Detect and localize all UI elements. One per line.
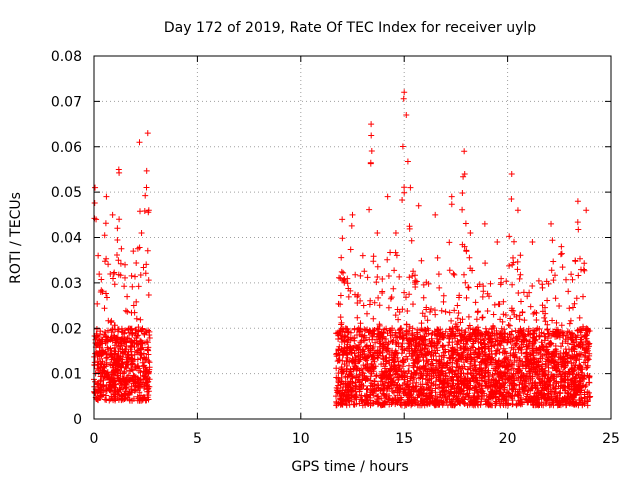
roti-peak-point xyxy=(115,166,122,173)
roti-peak-point xyxy=(415,202,422,209)
roti-peak-point xyxy=(374,229,381,236)
roti-peak-point xyxy=(384,193,391,200)
y-axis-label: ROTI / TECUs xyxy=(8,192,24,284)
x-tick-label: 10 xyxy=(292,431,310,447)
roti-peak-point xyxy=(514,207,521,214)
roti-peak-point xyxy=(407,184,414,191)
roti-peak-point xyxy=(359,252,366,259)
y-tick-label: 0.08 xyxy=(51,49,82,65)
roti-peak-point xyxy=(95,252,102,259)
data-points xyxy=(91,89,594,409)
x-tick-label: 0 xyxy=(90,431,99,447)
roti-peak-point xyxy=(92,184,99,191)
roti-peak-point xyxy=(467,229,474,236)
y-tick-label: 0.04 xyxy=(51,231,82,247)
roti-peak-point xyxy=(368,121,375,128)
x-tick-label: 15 xyxy=(395,431,413,447)
y-tick-label: 0.03 xyxy=(51,276,82,292)
y-tick-label: 0 xyxy=(73,412,82,428)
roti-peak-point xyxy=(136,139,143,146)
roti-peak-point xyxy=(109,211,116,218)
x-axis-label: GPS time / hours xyxy=(291,459,408,475)
roti-peak-point xyxy=(138,229,145,236)
roti-peak-point xyxy=(401,89,408,96)
roti-peak-point xyxy=(481,220,488,227)
roti-peak-point xyxy=(403,111,410,118)
roti-peak-point xyxy=(548,220,555,227)
y-tick-label: 0.05 xyxy=(51,185,82,201)
roti-peak-point xyxy=(558,243,565,250)
y-tick-labels: 0 0.01 0.02 0.03 0.04 0.05 0.06 0.07 0.08 xyxy=(51,49,82,428)
grid-layer xyxy=(94,56,611,419)
roti-peak-point xyxy=(339,216,346,223)
y-tick-label: 0.01 xyxy=(51,367,82,383)
roti-peak-point xyxy=(145,207,152,214)
y-tick-label: 0.07 xyxy=(51,94,82,110)
roti-peak-point xyxy=(574,198,581,205)
roti-peak-point xyxy=(529,239,536,246)
roti-peak-point xyxy=(130,248,137,255)
x-tick-label: 25 xyxy=(602,431,620,447)
roti-peak-point xyxy=(103,193,110,200)
y-tick-label: 0.02 xyxy=(51,321,82,337)
roti-peak-point xyxy=(583,207,590,214)
axis-ticks xyxy=(93,55,612,420)
roti-peak-point xyxy=(494,239,501,246)
x-tick-labels: 0 5 10 15 20 25 xyxy=(90,431,620,447)
roti-peak-point xyxy=(392,229,399,236)
roti-peak-point xyxy=(461,148,468,155)
roti-peak-point xyxy=(448,193,455,200)
y-tick-label: 0.06 xyxy=(51,140,82,156)
x-tick-label: 20 xyxy=(499,431,517,447)
roti-peak-point xyxy=(122,261,129,268)
roti-peak-point xyxy=(349,211,356,218)
roti-peak-point xyxy=(432,211,439,218)
x-tick-label: 5 xyxy=(193,431,202,447)
roti-point-cloud xyxy=(91,95,594,409)
roti-peak-point xyxy=(144,130,151,137)
roti-peak-point xyxy=(508,170,515,177)
chart-title: Day 172 of 2019, Rate Of TEC Index for r… xyxy=(164,20,536,36)
